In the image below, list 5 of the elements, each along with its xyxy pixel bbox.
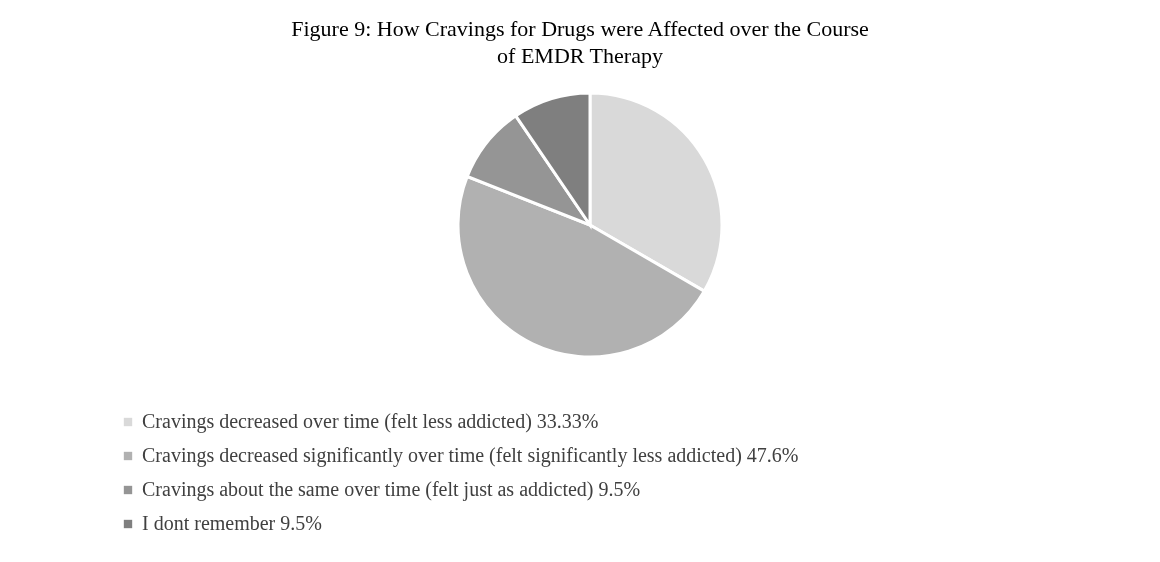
legend-label: Cravings decreased significantly over time (felt significantly less addicted) 47.6% (142, 444, 799, 467)
legend-label: Cravings decreased over time (felt less addicted) 33.33% (142, 410, 599, 433)
legend-label: Cravings about the same over time (felt just as addicted) 9.5% (142, 478, 641, 501)
chart-title: Figure 9: How Cravings for Drugs were Affected over the Course of EMDR Therapy (291, 16, 869, 68)
legend-label: I dont remember 9.5% (142, 512, 322, 534)
